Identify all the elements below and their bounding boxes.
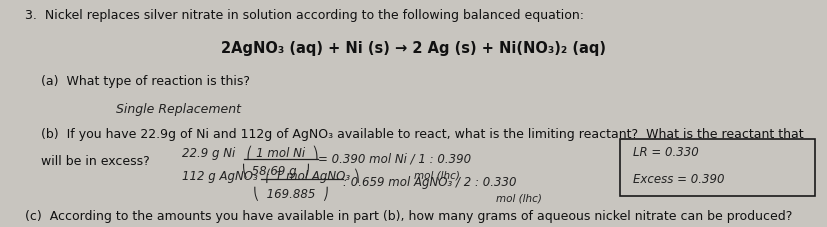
Text: (c)  According to the amounts you have available in part (b), how many grams of : (c) According to the amounts you have av… [25,209,792,222]
Text: 3.  Nickel replaces silver nitrate in solution according to the following balanc: 3. Nickel replaces silver nitrate in sol… [25,9,584,22]
Text: Excess = 0.390: Excess = 0.390 [633,173,724,185]
Text: mol (lhc): mol (lhc) [414,170,459,180]
Text: ⎝  169.885  ⎠: ⎝ 169.885 ⎠ [182,186,328,200]
Text: mol (lhc): mol (lhc) [496,193,542,203]
Text: (b)  If you have 22.9g of Ni and 112g of AgNO₃ available to react, what is the l: (b) If you have 22.9g of Ni and 112g of … [41,127,804,140]
Text: 22.9 g Ni   ⎛ 1 mol Ni  ⎞: 22.9 g Ni ⎛ 1 mol Ni ⎞ [182,145,318,160]
Text: will be in excess?: will be in excess? [41,154,150,167]
Text: ⎝ 58.69 g  ⎠: ⎝ 58.69 g ⎠ [182,163,310,178]
Text: LR = 0.330: LR = 0.330 [633,145,699,158]
Text: 2AgNO₃ (aq) + Ni (s) → 2 Ag (s) + Ni(NO₃)₂ (aq): 2AgNO₃ (aq) + Ni (s) → 2 Ag (s) + Ni(NO₃… [221,41,606,56]
Text: 112 g AgNO₃  ⎛ 1 mol AgNO₃ ⎞: 112 g AgNO₃ ⎛ 1 mol AgNO₃ ⎞ [182,168,360,182]
Text: = 0.390 mol Ni / 1 : 0.390: = 0.390 mol Ni / 1 : 0.390 [318,152,471,165]
Text: Single Replacement: Single Replacement [116,102,241,115]
Text: (a)  What type of reaction is this?: (a) What type of reaction is this? [41,75,251,88]
Text: : 0.659 mol AgNO₃ / 2 : 0.330: : 0.659 mol AgNO₃ / 2 : 0.330 [343,175,517,188]
